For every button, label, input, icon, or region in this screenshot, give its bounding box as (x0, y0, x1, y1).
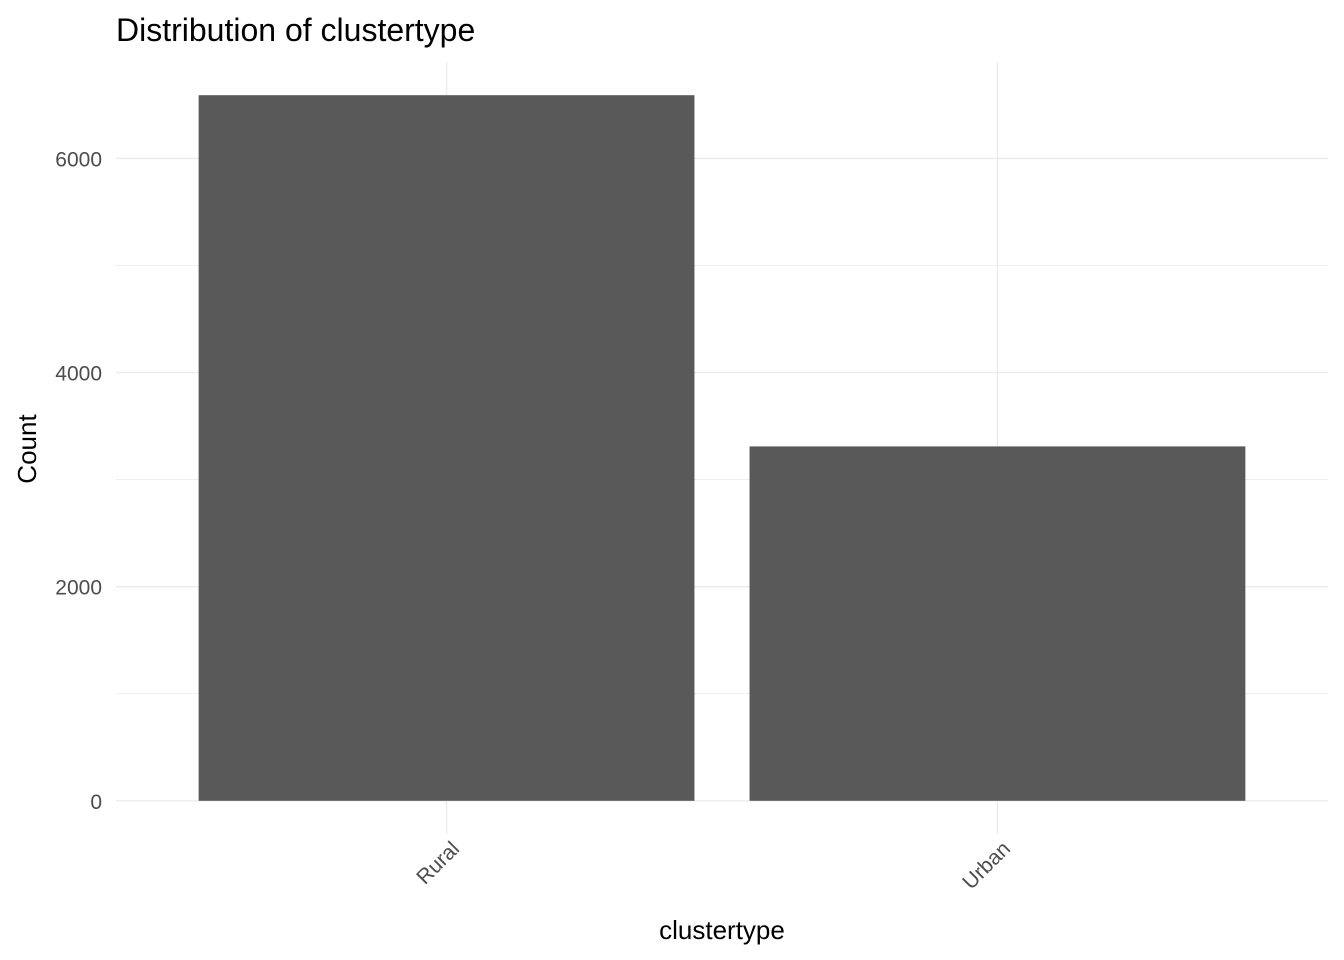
bar-urban (749, 446, 1246, 801)
x-tick-label-urban: Urban (958, 837, 1015, 894)
y-axis-ticks: 0 2000 4000 6000 (55, 148, 102, 813)
y-tick-label: 0 (90, 791, 102, 814)
x-tick-label-rural: Rural (412, 837, 464, 889)
bars (198, 95, 1246, 801)
y-tick-label: 6000 (55, 148, 102, 171)
y-tick-label: 2000 (55, 577, 102, 600)
y-axis-title: Count (12, 414, 42, 484)
bar-rural (198, 95, 695, 801)
y-tick-label: 4000 (55, 363, 102, 386)
x-axis-ticks: Rural Urban (412, 837, 1015, 894)
chart-title: Distribution of clustertype (116, 12, 475, 48)
x-axis-title: clustertype (659, 915, 785, 945)
